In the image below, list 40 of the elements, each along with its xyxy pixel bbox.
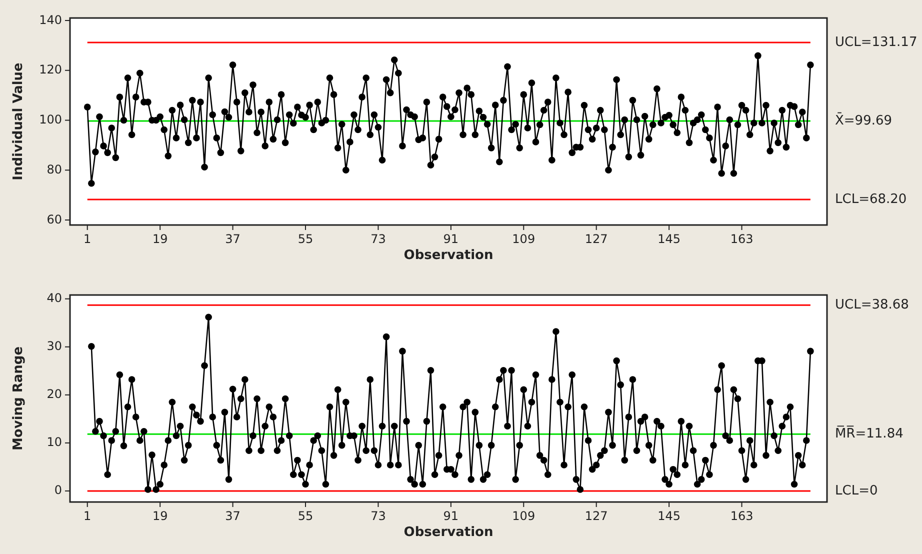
x-tick-label: 109 <box>512 232 536 246</box>
x-tick-label: 1 <box>84 232 92 246</box>
y-tick-label: 120 <box>39 62 62 77</box>
y-tick-label: 80 <box>46 162 62 176</box>
y-tick-label: 30 <box>46 339 62 354</box>
x-tick-label: 1 <box>84 509 92 523</box>
x-tick-label: 145 <box>658 509 681 523</box>
y-tick-label: 140 <box>39 12 62 27</box>
x-tick-label: 127 <box>584 232 608 246</box>
x-axis-title: Observation <box>404 248 494 263</box>
x-tick-label: 91 <box>443 232 459 246</box>
y-axis-title: Individual Value <box>11 62 26 180</box>
ref-line-label: M̅R̅=11.84 <box>835 425 904 442</box>
ref-line-label: UCL=38.68 <box>835 298 909 313</box>
y-tick-label: 20 <box>46 387 62 402</box>
x-tick-label: 127 <box>584 509 608 523</box>
x-tick-label: 109 <box>512 509 536 523</box>
y-tick-label: 0 <box>54 483 62 498</box>
x-tick-label: 73 <box>370 509 386 523</box>
x-tick-label: 73 <box>370 232 386 246</box>
x-tick-label: 19 <box>152 232 168 246</box>
x-tick-label: 91 <box>443 509 459 523</box>
ref-line-label: UCL=131.17 <box>835 35 918 50</box>
x-tick-label: 163 <box>730 509 754 523</box>
y-axis-title: Moving Range <box>11 346 26 451</box>
x-tick-label: 37 <box>225 232 240 246</box>
x-tick-label: 163 <box>730 232 754 246</box>
x-tick-label: 145 <box>658 232 681 246</box>
y-tick-label: 60 <box>46 212 62 226</box>
x-axis-title: Observation <box>404 525 494 540</box>
ref-line-label: LCL=68.20 <box>835 192 907 208</box>
x-tick-label: 55 <box>298 509 314 523</box>
y-tick-label: 40 <box>46 291 62 306</box>
ref-line-label: X̄=99.69 <box>835 112 892 129</box>
y-tick-label: 100 <box>39 112 62 127</box>
y-tick-label: 10 <box>46 435 62 450</box>
x-tick-label: 37 <box>225 509 240 523</box>
x-tick-label: 55 <box>298 232 314 246</box>
x-tick-label: 19 <box>152 509 168 523</box>
ref-line-label: LCL=0 <box>835 484 878 499</box>
